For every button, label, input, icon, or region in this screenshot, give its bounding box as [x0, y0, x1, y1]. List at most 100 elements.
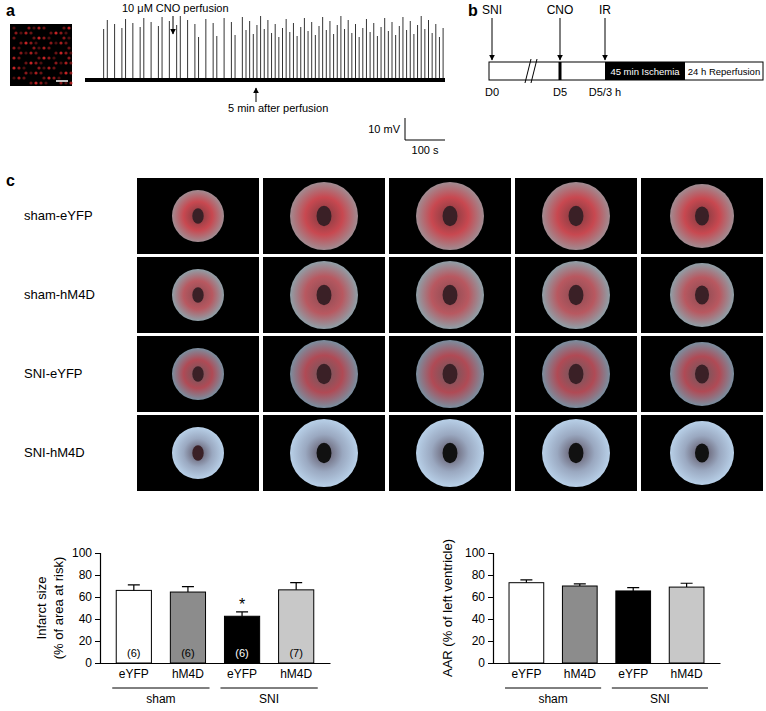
micrograph-cell	[47, 66, 50, 69]
trace-spike	[432, 33, 433, 80]
slice-image	[137, 336, 259, 412]
day-label: D5/3 h	[589, 86, 621, 98]
heart-lumen	[443, 285, 458, 305]
slice-image	[515, 178, 637, 254]
day-label: D0	[485, 86, 499, 98]
panel-c-images: sham-eYFPsham-hM4DSNI-eYFPSNI-hM4D	[24, 178, 763, 491]
micrograph-cell	[69, 71, 72, 74]
y-axis: 020406080100	[72, 546, 101, 670]
trace-spike	[319, 26, 320, 80]
trace-spike	[329, 21, 330, 80]
y-tick: 40	[79, 612, 100, 626]
micrograph-cell	[64, 81, 67, 84]
x-tick: hM4D	[671, 663, 703, 681]
slice-image	[389, 336, 511, 412]
y-tick: 100	[72, 546, 100, 560]
trace-spike	[286, 19, 287, 80]
y-tick: 40	[472, 612, 493, 626]
trace-spike	[417, 25, 418, 80]
group-label: sham	[146, 692, 175, 706]
micrograph-cell	[17, 56, 20, 59]
y-tick: 100	[465, 546, 493, 560]
micrograph-cell	[19, 51, 22, 54]
slice-image	[515, 257, 637, 333]
micrograph-cell	[32, 26, 35, 29]
trace-spike	[406, 30, 407, 80]
trace-spike	[355, 24, 356, 80]
x-tick-label: hM4D	[564, 667, 596, 681]
micrograph-cell	[67, 46, 70, 49]
bar	[562, 586, 597, 663]
plot-marks	[509, 580, 704, 663]
trace-spike	[362, 28, 363, 80]
slice-image	[389, 178, 511, 254]
significance-label: *	[239, 596, 245, 613]
heart-lumen	[569, 285, 584, 305]
micrograph-cell	[17, 76, 20, 79]
bar	[616, 591, 651, 663]
trace-spike	[216, 36, 217, 80]
micrograph	[10, 24, 72, 86]
heart-lumen	[443, 364, 458, 384]
trace-spike	[103, 29, 104, 80]
group-bracket	[112, 688, 209, 689]
x-axis-line	[101, 663, 331, 664]
y-tick-label: 100	[465, 546, 485, 560]
trace-spike	[132, 23, 133, 80]
trace-spike	[373, 23, 374, 80]
scale-bar	[405, 118, 445, 140]
day-label: D5	[553, 86, 567, 98]
error-bar	[627, 588, 639, 591]
y-tick-mark	[95, 663, 100, 664]
slice-image	[641, 415, 763, 491]
heart-lumen	[569, 364, 584, 384]
error-bar	[128, 585, 140, 591]
micrograph-cell	[64, 41, 67, 44]
micrograph-cell	[29, 61, 32, 64]
heart-slice	[290, 261, 358, 329]
error-bar	[290, 583, 302, 590]
x-tick: hM4D	[564, 663, 596, 681]
trace-spike	[213, 23, 214, 80]
micrograph-cell	[27, 26, 30, 29]
trace-spike	[275, 24, 276, 80]
heart-lumen	[695, 443, 709, 462]
bar	[279, 590, 314, 663]
micrograph-cell	[47, 56, 50, 59]
micrograph-cell	[37, 36, 40, 39]
heart-lumen	[695, 285, 709, 304]
trace-spike	[348, 20, 349, 80]
event-label: SNI	[482, 3, 502, 17]
micrograph-cell	[42, 76, 45, 79]
micrograph-cell	[14, 31, 17, 34]
micrograph-cell	[12, 46, 15, 49]
micrograph-cell	[67, 26, 70, 29]
event-arrow	[492, 18, 493, 60]
y-tick: 20	[472, 634, 493, 648]
slice-image	[515, 415, 637, 491]
panel-label: b	[468, 2, 478, 19]
bar-chart: (6)(6)(6)(7)*020406080100eYFPhM4DeYFPhM4…	[34, 546, 331, 706]
x-tick-label: eYFP	[119, 667, 149, 681]
micrograph-cell	[37, 26, 40, 29]
micrograph-cell	[52, 76, 55, 79]
annotation-arrow	[173, 16, 174, 34]
heart-lumen	[695, 364, 709, 383]
micrograph-cell	[64, 61, 67, 64]
micrograph-cell	[22, 76, 25, 79]
y-tick-mark	[95, 597, 100, 598]
y-axis-line	[95, 554, 101, 664]
y-tick: 0	[478, 656, 493, 670]
x-tick-label: eYFP	[227, 667, 257, 681]
micrograph-cell	[29, 71, 32, 74]
slice-image	[641, 178, 763, 254]
trace-spike	[377, 36, 378, 80]
bar	[509, 583, 544, 663]
heart-slice	[670, 342, 734, 406]
heart-lumen	[569, 206, 584, 226]
micrograph-cell	[42, 36, 45, 39]
trace-spike	[370, 32, 371, 80]
heart-slice	[290, 340, 358, 408]
group-label: sham	[538, 692, 567, 706]
trace-spike	[249, 21, 250, 80]
